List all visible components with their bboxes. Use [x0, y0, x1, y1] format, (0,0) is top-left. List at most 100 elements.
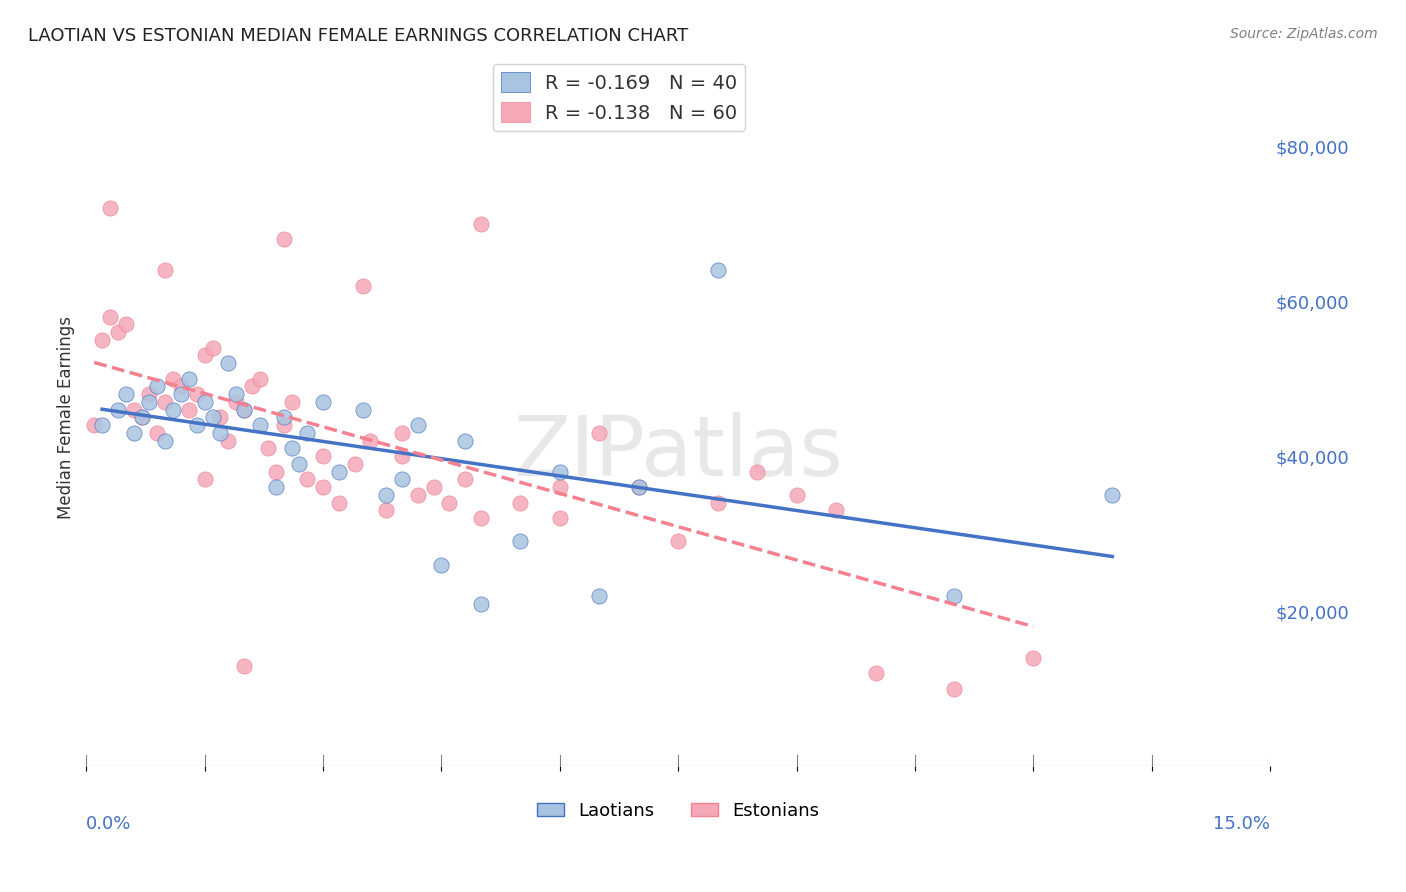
Point [240, 379, 263, 393]
Point [177, 371, 200, 385]
Point [91, 333, 114, 347]
Point [233, 402, 256, 417]
Point [186, 418, 208, 433]
Point [83, 418, 105, 433]
Point [170, 387, 193, 401]
Point [548, 480, 571, 494]
Point [162, 402, 184, 417]
Point [627, 480, 650, 494]
Text: 15.0%: 15.0% [1213, 815, 1270, 833]
Point [786, 488, 808, 502]
Point [138, 387, 160, 401]
Point [312, 449, 335, 463]
Point [264, 480, 287, 494]
Point [280, 442, 302, 456]
Point [666, 534, 689, 549]
Point [375, 488, 398, 502]
Point [162, 371, 184, 385]
Point [470, 217, 492, 231]
Point [194, 348, 217, 362]
Point [209, 410, 232, 425]
Point [122, 402, 145, 417]
Point [201, 410, 224, 425]
Point [122, 425, 145, 440]
Point [107, 325, 129, 339]
Point [747, 465, 769, 479]
Point [865, 666, 887, 681]
Point [943, 589, 966, 603]
Point [1022, 650, 1045, 665]
Text: LAOTIAN VS ESTONIAN MEDIAN FEMALE EARNINGS CORRELATION CHART: LAOTIAN VS ESTONIAN MEDIAN FEMALE EARNIN… [28, 27, 689, 45]
Point [509, 496, 531, 510]
Point [406, 488, 429, 502]
Point [233, 402, 256, 417]
Point [194, 395, 217, 409]
Point [1101, 488, 1123, 502]
Point [138, 395, 160, 409]
Point [201, 341, 224, 355]
Point [131, 410, 153, 425]
Point [343, 457, 366, 471]
Point [217, 356, 239, 370]
Point [391, 425, 413, 440]
Point [155, 263, 177, 277]
Point [391, 449, 413, 463]
Point [280, 395, 302, 409]
Point [375, 503, 398, 517]
Point [170, 379, 193, 393]
Point [509, 534, 531, 549]
Point [209, 425, 232, 440]
Point [706, 496, 728, 510]
Point [98, 310, 121, 324]
Point [233, 658, 256, 673]
Point [131, 410, 153, 425]
Point [352, 402, 374, 417]
Point [588, 425, 610, 440]
Point [297, 425, 319, 440]
Point [312, 395, 335, 409]
Text: 0.0%: 0.0% [86, 815, 132, 833]
Point [273, 418, 295, 433]
Point [98, 201, 121, 215]
Point [155, 434, 177, 448]
Point [439, 496, 461, 510]
Point [194, 472, 217, 486]
Point [454, 472, 477, 486]
Point [548, 465, 571, 479]
Point [273, 410, 295, 425]
Point [107, 402, 129, 417]
Point [312, 480, 335, 494]
Point [146, 425, 169, 440]
Point [391, 472, 413, 486]
Point [706, 263, 728, 277]
Point [256, 442, 278, 456]
Point [406, 418, 429, 433]
Text: ZIPatlas: ZIPatlas [513, 412, 844, 492]
Point [359, 434, 381, 448]
Point [328, 465, 350, 479]
Point [114, 318, 136, 332]
Point [91, 418, 114, 433]
Point [943, 681, 966, 696]
Point [430, 558, 453, 572]
Point [470, 597, 492, 611]
Point [627, 480, 650, 494]
Point [249, 418, 271, 433]
Point [588, 589, 610, 603]
Point [352, 278, 374, 293]
Point [548, 511, 571, 525]
Point [177, 402, 200, 417]
Point [264, 465, 287, 479]
Point [328, 496, 350, 510]
Y-axis label: Median Female Earnings: Median Female Earnings [58, 316, 75, 519]
Point [297, 472, 319, 486]
Point [155, 395, 177, 409]
Point [217, 434, 239, 448]
Point [825, 503, 848, 517]
Point [273, 232, 295, 246]
Point [470, 511, 492, 525]
Text: Source: ZipAtlas.com: Source: ZipAtlas.com [1230, 27, 1378, 41]
Point [146, 379, 169, 393]
Point [454, 434, 477, 448]
Point [114, 387, 136, 401]
